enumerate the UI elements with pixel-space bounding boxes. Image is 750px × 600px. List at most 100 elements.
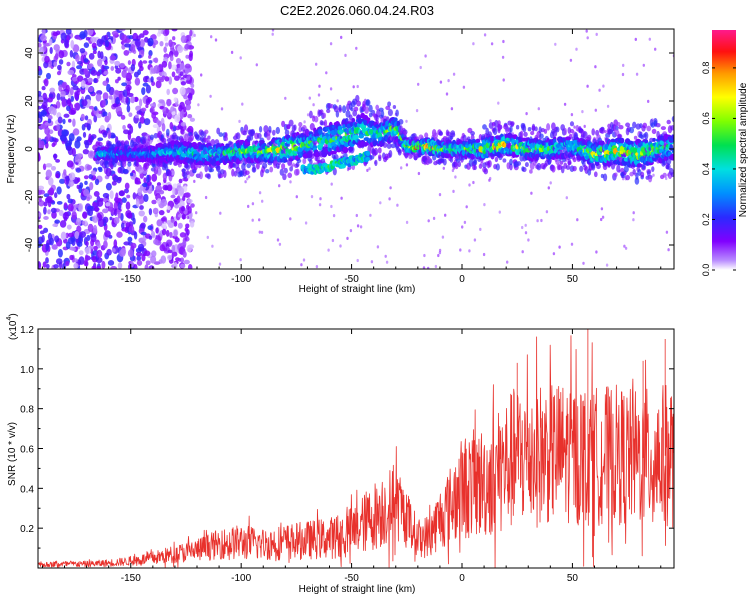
noise-cell — [83, 175, 89, 180]
noise-cell — [74, 154, 82, 163]
ridge-cell — [569, 121, 575, 127]
ridge-cell — [403, 130, 407, 137]
noise-cell — [164, 35, 168, 42]
noise-cell — [204, 195, 208, 200]
noise-cell — [71, 147, 76, 157]
noise-cell — [67, 97, 72, 107]
noise-cell — [187, 92, 193, 101]
noise-cell — [102, 216, 109, 224]
ridge-cell — [555, 126, 560, 133]
ridge-cell — [498, 124, 503, 130]
noise-cell — [315, 62, 318, 66]
noise-cell — [621, 72, 625, 77]
noise-cell — [179, 62, 185, 71]
noise-cell — [76, 136, 82, 142]
noise-cell — [120, 114, 126, 120]
y-tick-label: 0.8 — [20, 405, 34, 416]
ridge-cell — [265, 169, 270, 174]
noise-cell — [130, 242, 137, 249]
noise-cell — [51, 211, 57, 219]
noise-cell — [210, 35, 213, 39]
ridge-cell — [644, 139, 649, 144]
ridge-cell — [397, 148, 402, 156]
noise-cell — [88, 53, 95, 60]
noise-cell — [442, 166, 445, 170]
noise-cell — [55, 159, 61, 163]
noise-cell — [38, 261, 42, 269]
noise-cell — [55, 258, 63, 265]
noise-cell — [339, 244, 342, 248]
ridge-cell — [616, 164, 621, 173]
snr-x-ticks: -150 -100 -50 0 50 — [41, 329, 662, 584]
noise-cell — [586, 84, 589, 88]
noise-cell — [92, 224, 98, 234]
noise-cell — [186, 216, 190, 220]
x-tick-label: 0 — [459, 573, 465, 584]
noise-cell — [113, 208, 118, 217]
ridge-cell — [218, 173, 224, 179]
noise-cell — [258, 230, 261, 234]
noise-cell — [84, 254, 89, 263]
noise-cell — [61, 82, 67, 89]
noise-cell — [468, 183, 471, 187]
noise-cell — [84, 180, 88, 186]
noise-cell — [63, 113, 70, 118]
noise-cell — [423, 253, 426, 258]
noise-cell — [38, 42, 42, 48]
spectrogram-cells — [38, 29, 674, 269]
noise-cell — [116, 176, 122, 184]
noise-cell — [56, 70, 62, 76]
noise-cell — [151, 199, 157, 205]
y-tick-label: 20 — [24, 95, 35, 107]
noise-cell — [52, 223, 58, 228]
ridge-cell — [625, 174, 631, 181]
ridge-cell — [565, 165, 571, 170]
noise-cell — [101, 197, 109, 202]
noise-cell — [85, 240, 89, 247]
noise-cell — [116, 231, 123, 238]
noise-cell — [123, 50, 130, 56]
noise-cell — [81, 99, 88, 107]
ridge-cell — [593, 171, 598, 178]
noise-cell — [183, 259, 190, 265]
snr-series-line — [38, 329, 674, 568]
noise-cell — [76, 184, 81, 189]
ridge-cell — [373, 147, 379, 156]
ridge-cell — [618, 125, 624, 130]
noise-cell — [72, 85, 79, 91]
ridge-cell — [269, 166, 274, 173]
noise-cell — [170, 170, 175, 176]
noise-cell — [54, 219, 61, 224]
noise-cell — [524, 223, 527, 227]
noise-cell — [115, 192, 119, 202]
noise-cell — [164, 29, 170, 36]
ridge-cell — [149, 134, 154, 141]
noise-cell — [47, 118, 52, 124]
colorbar-tick-label: 0.6 — [701, 112, 711, 125]
noise-cell — [158, 99, 165, 104]
noise-cell — [66, 105, 71, 112]
noise-cell — [384, 254, 387, 258]
ridge-cell — [337, 125, 343, 131]
noise-cell — [177, 222, 183, 229]
noise-cell — [97, 50, 102, 59]
ridge-cell — [302, 157, 307, 165]
noise-cell — [197, 103, 200, 107]
noise-cell — [179, 242, 182, 246]
noise-cell — [42, 163, 47, 171]
ridge-cell — [358, 134, 365, 139]
noise-cell — [385, 260, 389, 264]
noise-cell — [110, 134, 117, 139]
noise-cell — [129, 125, 134, 134]
noise-cell — [329, 42, 333, 46]
noise-cell — [184, 99, 192, 106]
ridge-cell — [539, 133, 544, 139]
ridge-cell — [670, 172, 674, 178]
noise-cell — [86, 164, 93, 171]
noise-cell — [489, 176, 492, 181]
noise-cell — [104, 39, 110, 48]
noise-cell — [48, 177, 54, 186]
noise-cell — [346, 236, 349, 240]
noise-cell — [140, 222, 146, 229]
noise-cell — [331, 238, 335, 243]
